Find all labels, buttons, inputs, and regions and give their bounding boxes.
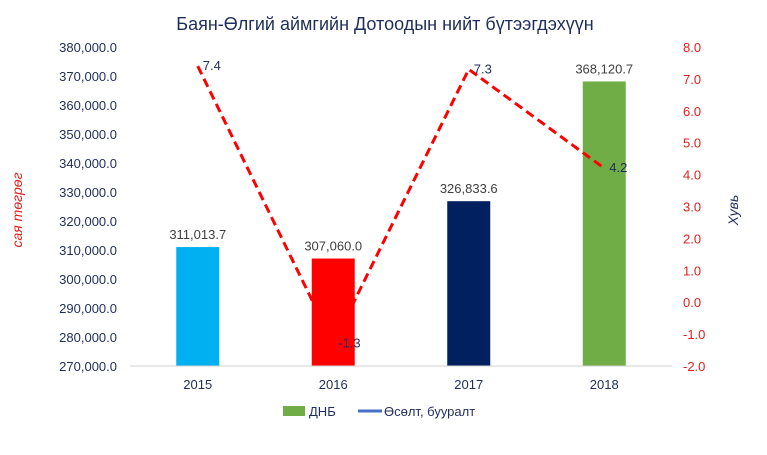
legend: ДНБ Өсөлт, бууралт	[283, 404, 475, 419]
y-tick-label: 290,000.0	[59, 301, 117, 316]
bar-data-label: 311,013.7	[169, 227, 226, 242]
line-data-label: 7.4	[203, 58, 221, 73]
legend-line-label: Өсөлт, бууралт	[384, 404, 475, 419]
y-tick-label: 300,000.0	[59, 272, 117, 287]
bar-2018	[583, 81, 626, 366]
bar-data-label: 368,120.7	[575, 61, 633, 76]
y-tick-label: 370,000.0	[59, 69, 117, 84]
y2-tick-label: 7.0	[683, 72, 701, 87]
x-tick-label: 2015	[183, 377, 212, 392]
y2-axis-label: Хувь	[725, 195, 741, 227]
y2-tick-label: -1.0	[683, 327, 705, 342]
line-data-label: -1.3	[338, 336, 360, 351]
bar-data-label: 326,833.6	[440, 181, 498, 196]
bar-data-label: 307,060.0	[304, 239, 362, 254]
y-tick-label: 310,000.0	[59, 243, 117, 258]
line-data-label: 4.2	[609, 160, 627, 175]
x-tick-label: 2016	[319, 377, 348, 392]
x-tick-label: 2017	[454, 377, 483, 392]
bar-2015	[176, 247, 219, 366]
y2-tick-label: 5.0	[683, 136, 701, 151]
y-tick-label: 330,000.0	[59, 185, 117, 200]
y2-tick-label: 8.0	[683, 40, 701, 55]
y-tick-label: 280,000.0	[59, 330, 117, 345]
y-tick-label: 380,000.0	[59, 40, 117, 55]
growth-line	[198, 66, 605, 344]
y2-tick-label: 6.0	[683, 104, 701, 119]
y-tick-label: 350,000.0	[59, 127, 117, 142]
y-tick-label: 270,000.0	[59, 359, 117, 374]
legend-bar-swatch	[283, 406, 305, 416]
y-tick-label: 340,000.0	[59, 156, 117, 171]
y2-tick-label: 1.0	[683, 263, 701, 278]
y2-tick-label: 2.0	[683, 231, 701, 246]
bar-2017	[447, 201, 490, 366]
chart-title: Баян-Өлгий аймгийн Дотоодын нийт бүтээгд…	[176, 14, 593, 34]
legend-bar-label: ДНБ	[309, 404, 336, 419]
y2-tick-label: 0.0	[683, 295, 701, 310]
y-tick-label: 360,000.0	[59, 98, 117, 113]
y-tick-label: 320,000.0	[59, 214, 117, 229]
x-tick-label: 2018	[590, 377, 619, 392]
y-axis-label: сая төгрөг	[9, 172, 25, 247]
line-data-label: 7.3	[474, 61, 492, 76]
y2-tick-label: 3.0	[683, 200, 701, 215]
y2-tick-label: -2.0	[683, 359, 705, 374]
y2-tick-label: 4.0	[683, 168, 701, 183]
